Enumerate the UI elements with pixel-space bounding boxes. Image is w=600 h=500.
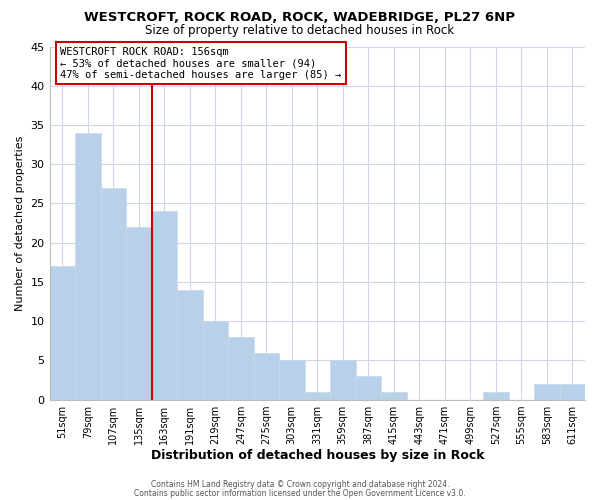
Text: WESTCROFT, ROCK ROAD, ROCK, WADEBRIDGE, PL27 6NP: WESTCROFT, ROCK ROAD, ROCK, WADEBRIDGE, … [85,11,515,24]
X-axis label: Distribution of detached houses by size in Rock: Distribution of detached houses by size … [151,450,484,462]
Bar [152,212,177,400]
Bar [126,227,152,400]
Bar [203,321,228,400]
Bar [279,360,305,400]
Bar [330,360,356,400]
Bar [534,384,560,400]
Bar [101,188,126,400]
Text: WESTCROFT ROCK ROAD: 156sqm
← 53% of detached houses are smaller (94)
47% of sem: WESTCROFT ROCK ROAD: 156sqm ← 53% of det… [60,46,341,80]
Bar [50,266,75,400]
Bar [228,337,254,400]
Bar [483,392,509,400]
Text: Contains public sector information licensed under the Open Government Licence v3: Contains public sector information licen… [134,488,466,498]
Bar [305,392,330,400]
Bar [254,352,279,400]
Bar [356,376,381,400]
Bar [177,290,203,400]
Text: Contains HM Land Registry data © Crown copyright and database right 2024.: Contains HM Land Registry data © Crown c… [151,480,449,489]
Bar [75,133,101,400]
Text: Size of property relative to detached houses in Rock: Size of property relative to detached ho… [145,24,455,37]
Bar [560,384,585,400]
Bar [381,392,407,400]
Y-axis label: Number of detached properties: Number of detached properties [15,136,25,310]
